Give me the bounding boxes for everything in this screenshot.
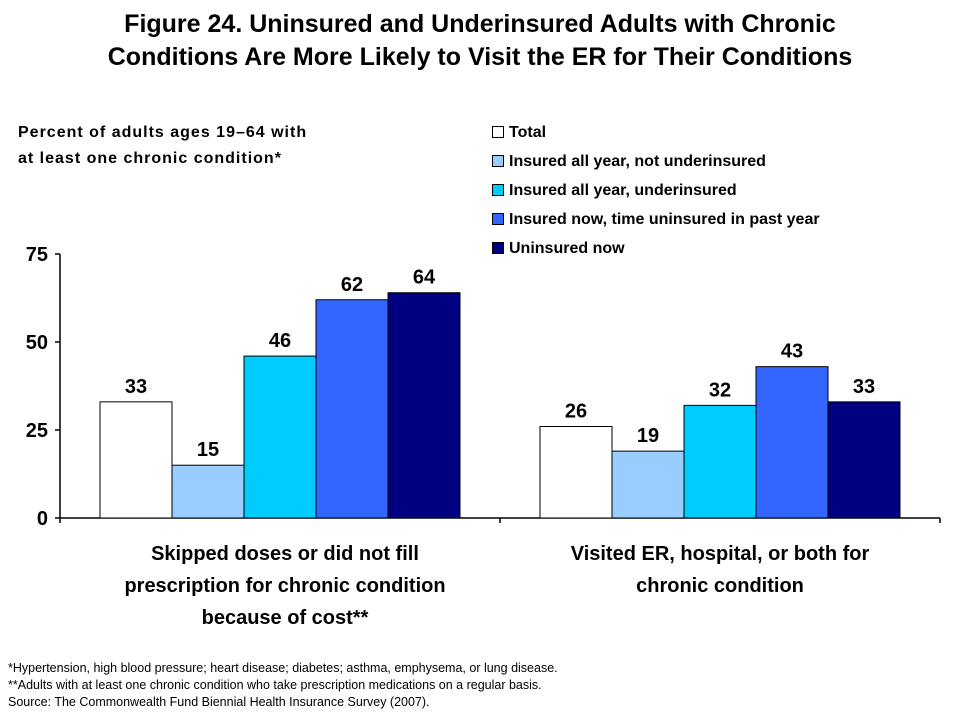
chart-legend: Total Insured all year, not underinsured… bbox=[492, 120, 952, 265]
legend-item: Insured all year, underinsured bbox=[492, 178, 952, 207]
legend-swatch bbox=[492, 242, 504, 254]
bar bbox=[827, 401, 901, 519]
category-label-visited-er: Visited ER, hospital, or both for chroni… bbox=[505, 538, 935, 602]
chart-subtitle-line1: Percent of adults ages 19–64 with bbox=[18, 124, 308, 141]
bar-value-label: 33 bbox=[853, 376, 875, 398]
y-tick-label: 25 bbox=[26, 420, 48, 442]
legend-item: Uninsured now bbox=[492, 236, 952, 265]
y-tick-label: 75 bbox=[26, 244, 48, 266]
bar bbox=[755, 366, 829, 519]
bar-value-label: 64 bbox=[413, 267, 436, 289]
bar bbox=[539, 425, 613, 519]
bar bbox=[315, 299, 389, 519]
chart-title-line2: Conditions Are More Likely to Visit the … bbox=[107, 43, 853, 71]
category-label-line: Visited ER, hospital, or both for bbox=[570, 543, 870, 565]
category-label-line: Skipped doses or did not fill bbox=[151, 543, 419, 565]
legend-label: Insured all year, underinsured bbox=[509, 182, 737, 199]
y-tick-label: 50 bbox=[26, 332, 48, 354]
bar bbox=[99, 401, 173, 519]
bar-value-label: 32 bbox=[709, 379, 731, 401]
bar bbox=[683, 404, 757, 519]
legend-item: Insured now, time uninsured in past year bbox=[492, 207, 952, 236]
bar-value-label: 33 bbox=[125, 376, 147, 398]
bar bbox=[387, 292, 461, 519]
bar-value-label: 43 bbox=[781, 341, 803, 363]
bar-value-label: 15 bbox=[197, 439, 219, 461]
bar-value-label: 62 bbox=[341, 274, 363, 296]
chart-title-line1: Figure 24. Uninsured and Underinsured Ad… bbox=[124, 10, 836, 38]
chart-subtitle-line2: at least one chronic condition* bbox=[18, 150, 282, 167]
bar-value-label: 19 bbox=[637, 425, 659, 447]
category-label-line: prescription for chronic condition bbox=[124, 575, 446, 597]
chart-subtitle: Percent of adults ages 19–64 with at lea… bbox=[18, 120, 438, 172]
legend-swatch bbox=[492, 126, 504, 138]
bar bbox=[243, 355, 317, 519]
legend-item: Total bbox=[492, 120, 952, 149]
category-label-line: because of cost** bbox=[201, 607, 369, 629]
footnote-prescription-users: **Adults with at least one chronic condi… bbox=[8, 678, 542, 692]
bar-value-label: 26 bbox=[565, 400, 587, 422]
legend-swatch bbox=[492, 213, 504, 225]
chart-title: Figure 24. Uninsured and Underinsured Ad… bbox=[0, 8, 960, 74]
legend-label: Uninsured now bbox=[509, 240, 625, 257]
legend-label: Insured all year, not underinsured bbox=[509, 153, 766, 170]
category-label-skipped-doses: Skipped doses or did not fill prescripti… bbox=[70, 538, 500, 634]
y-tick-label: 0 bbox=[37, 508, 48, 530]
bar bbox=[171, 464, 245, 519]
bar-value-label: 46 bbox=[269, 330, 291, 352]
footnotes: *Hypertension, high blood pressure; hear… bbox=[8, 660, 958, 711]
footnote-source: Source: The Commonwealth Fund Biennial H… bbox=[8, 695, 430, 709]
legend-label: Insured now, time uninsured in past year bbox=[509, 211, 820, 228]
legend-label: Total bbox=[509, 124, 547, 141]
legend-item: Insured all year, not underinsured bbox=[492, 149, 952, 178]
category-label-line: chronic condition bbox=[636, 575, 804, 597]
legend-swatch bbox=[492, 155, 504, 167]
footnote-chronic-conditions: *Hypertension, high blood pressure; hear… bbox=[8, 661, 558, 675]
bar bbox=[611, 450, 685, 519]
legend-swatch bbox=[492, 184, 504, 196]
